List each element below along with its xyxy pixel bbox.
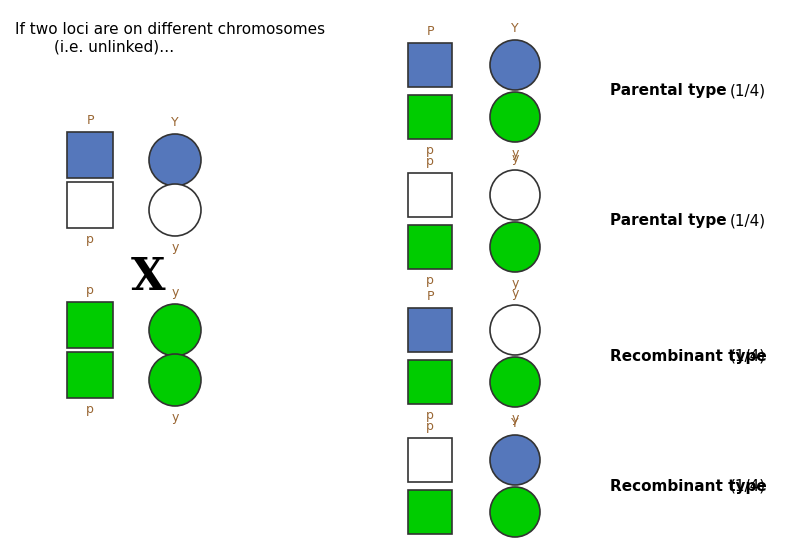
Circle shape: [490, 487, 540, 537]
Text: y: y: [511, 152, 518, 165]
Text: y: y: [511, 287, 518, 300]
Text: P: P: [426, 290, 433, 303]
Bar: [408, 490, 452, 534]
Text: y: y: [511, 147, 518, 160]
Text: P: P: [426, 25, 433, 38]
Text: (1/4): (1/4): [730, 213, 766, 228]
Text: y: y: [511, 412, 518, 425]
Text: p: p: [86, 284, 94, 297]
Text: y: y: [171, 411, 179, 424]
Text: p: p: [426, 539, 434, 540]
Circle shape: [149, 354, 201, 406]
Bar: [67, 132, 113, 178]
Circle shape: [490, 357, 540, 407]
Text: p: p: [86, 403, 94, 416]
Text: p: p: [426, 409, 434, 422]
Bar: [408, 308, 452, 352]
Text: (i.e. unlinked)…: (i.e. unlinked)…: [15, 40, 174, 55]
Circle shape: [490, 222, 540, 272]
Text: (1/4): (1/4): [730, 348, 766, 363]
Bar: [408, 225, 452, 269]
Text: Y: Y: [171, 116, 179, 129]
Text: P: P: [86, 114, 94, 127]
Text: y: y: [171, 286, 179, 299]
Bar: [408, 360, 452, 404]
Bar: [67, 302, 113, 348]
Text: p: p: [426, 274, 434, 287]
Text: Y: Y: [511, 417, 519, 430]
Text: p: p: [426, 420, 434, 433]
Text: Parental type: Parental type: [610, 84, 727, 98]
Bar: [67, 352, 113, 398]
Text: X: X: [130, 256, 165, 300]
Bar: [408, 173, 452, 217]
Text: y: y: [171, 241, 179, 254]
Circle shape: [149, 184, 201, 236]
Bar: [408, 438, 452, 482]
Bar: [67, 182, 113, 228]
Text: y: y: [511, 277, 518, 290]
Text: Recombinant type: Recombinant type: [610, 348, 767, 363]
Text: p: p: [426, 155, 434, 168]
Text: Y: Y: [511, 22, 519, 35]
Text: If two loci are on different chromosomes: If two loci are on different chromosomes: [15, 22, 325, 37]
Circle shape: [490, 40, 540, 90]
Text: p: p: [86, 233, 94, 246]
Text: (1/4): (1/4): [730, 84, 766, 98]
Circle shape: [149, 304, 201, 356]
Circle shape: [149, 134, 201, 186]
Text: (1/4): (1/4): [730, 478, 766, 494]
Circle shape: [490, 92, 540, 142]
Circle shape: [490, 435, 540, 485]
Bar: [408, 95, 452, 139]
Text: p: p: [426, 144, 434, 157]
Text: Recombinant type: Recombinant type: [610, 478, 767, 494]
Circle shape: [490, 170, 540, 220]
Bar: [408, 43, 452, 87]
Text: Parental type: Parental type: [610, 213, 727, 228]
Circle shape: [490, 305, 540, 355]
